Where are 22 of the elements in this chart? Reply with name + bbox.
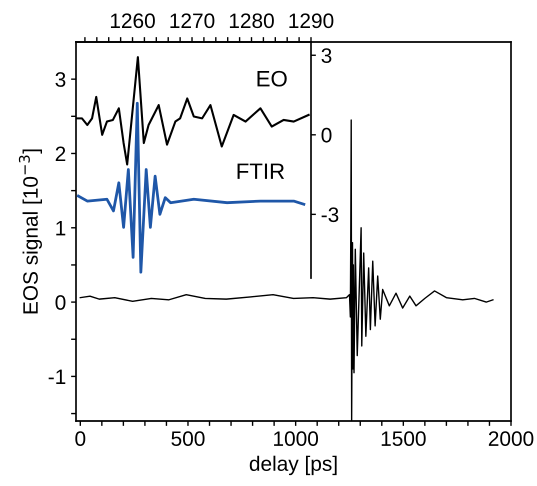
y-tick-label: 1 xyxy=(56,221,66,236)
y-tick-label: 3 xyxy=(322,48,332,64)
x-tick-label: 1270 xyxy=(170,13,214,28)
y-tick-label: 2 xyxy=(56,146,66,162)
y-tick-label: 0 xyxy=(56,295,66,310)
y-tick-label: 3 xyxy=(55,72,66,87)
series-label: EO xyxy=(258,70,287,87)
x-tick-label: 1260 xyxy=(110,13,155,28)
y-tick-label: -1 xyxy=(48,370,66,384)
x-tick-label: 1000 xyxy=(274,431,318,446)
y-tick-label: -3 xyxy=(322,207,338,222)
series-label: FTIR xyxy=(238,164,284,179)
line-series xyxy=(76,102,306,274)
x-tick-label: 1500 xyxy=(382,431,426,446)
x-axis-title: delay [ps] xyxy=(250,456,337,476)
x-tick-label: 0 xyxy=(75,431,86,446)
x-tick-label: 1280 xyxy=(230,13,274,28)
x-tick-label: 1290 xyxy=(289,13,334,28)
y-tick-label: 0 xyxy=(322,128,332,143)
x-tick-label: 500 xyxy=(171,431,205,446)
y-axis-title: EOS signal [10$^{−3}$] xyxy=(18,150,42,314)
x-tick-label: 2000 xyxy=(488,431,534,446)
